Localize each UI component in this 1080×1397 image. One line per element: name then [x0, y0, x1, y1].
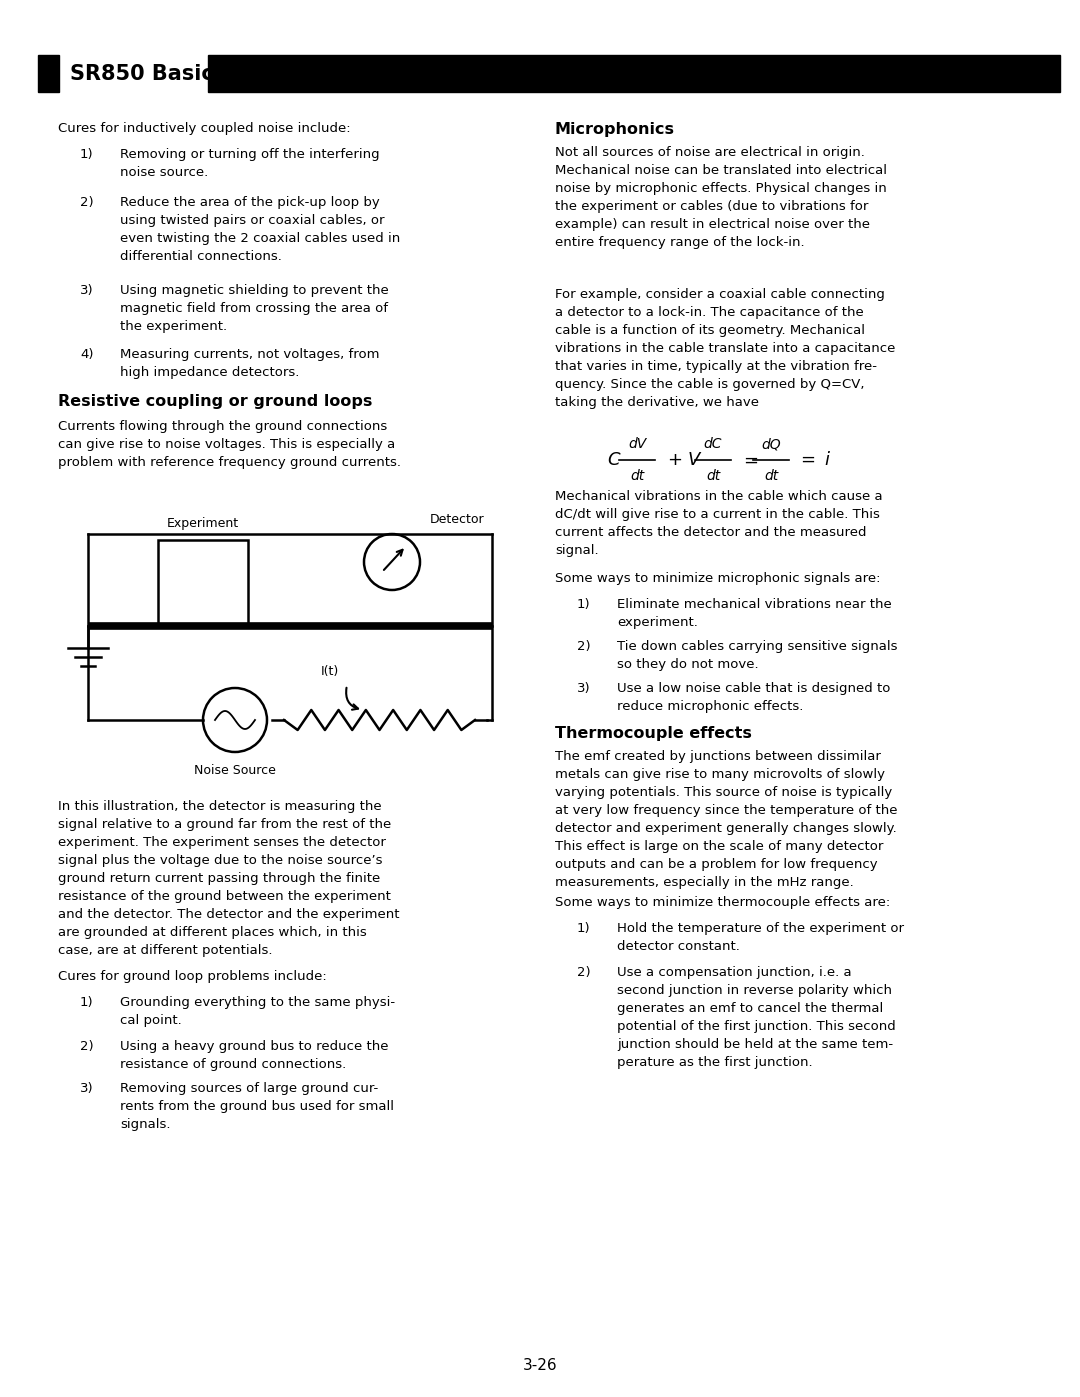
- Text: 1): 1): [80, 996, 94, 1009]
- Text: dt: dt: [706, 469, 720, 483]
- Text: 1): 1): [80, 148, 94, 161]
- Text: Grounding everything to the same physi-
cal point.: Grounding everything to the same physi- …: [120, 996, 395, 1027]
- Text: Experiment: Experiment: [167, 517, 239, 529]
- Text: $+\ V$: $+\ V$: [667, 451, 703, 469]
- Text: $C$: $C$: [607, 451, 621, 469]
- Text: Currents flowing through the ground connections
can give rise to noise voltages.: Currents flowing through the ground conn…: [58, 420, 401, 469]
- Text: 1): 1): [577, 598, 591, 610]
- Text: Noise Source: Noise Source: [194, 764, 275, 777]
- Text: 3): 3): [80, 284, 94, 298]
- Text: The emf created by junctions between dissimilar
metals can give rise to many mic: The emf created by junctions between dis…: [555, 750, 897, 888]
- Text: Removing sources of large ground cur-
rents from the ground bus used for small
s: Removing sources of large ground cur- re…: [120, 1083, 394, 1132]
- Bar: [38, 54, 59, 92]
- Text: Reduce the area of the pick-up loop by
using twisted pairs or coaxial cables, or: Reduce the area of the pick-up loop by u…: [120, 196, 401, 263]
- Text: $=\ i$: $=\ i$: [797, 451, 832, 469]
- Text: 1): 1): [577, 922, 591, 935]
- Text: Removing or turning off the interfering
noise source.: Removing or turning off the interfering …: [120, 148, 380, 179]
- Text: Not all sources of noise are electrical in origin.
Mechanical noise can be trans: Not all sources of noise are electrical …: [555, 147, 887, 249]
- Text: 3-26: 3-26: [523, 1358, 557, 1372]
- Text: dt: dt: [764, 469, 778, 483]
- Text: 2): 2): [80, 1039, 94, 1053]
- Text: For example, consider a coaxial cable connecting
a detector to a lock-in. The ca: For example, consider a coaxial cable co…: [555, 288, 895, 409]
- Text: Measuring currents, not voltages, from
high impedance detectors.: Measuring currents, not voltages, from h…: [120, 348, 379, 379]
- Text: 4): 4): [80, 348, 94, 360]
- Text: 2): 2): [577, 965, 591, 979]
- Text: Thermocouple effects: Thermocouple effects: [555, 726, 752, 740]
- Text: 2): 2): [80, 196, 94, 210]
- Text: Use a low noise cable that is designed to
reduce microphonic effects.: Use a low noise cable that is designed t…: [617, 682, 890, 712]
- Text: dt: dt: [630, 469, 644, 483]
- Text: Detector: Detector: [430, 513, 485, 527]
- Text: Use a compensation junction, i.e. a
second junction in reverse polarity which
ge: Use a compensation junction, i.e. a seco…: [617, 965, 895, 1069]
- Text: dV: dV: [627, 437, 646, 451]
- Text: Using magnetic shielding to prevent the
magnetic field from crossing the area of: Using magnetic shielding to prevent the …: [120, 284, 389, 332]
- Text: In this illustration, the detector is measuring the
signal relative to a ground : In this illustration, the detector is me…: [58, 800, 400, 957]
- Text: Resistive coupling or ground loops: Resistive coupling or ground loops: [58, 394, 373, 409]
- Text: Tie down cables carrying sensitive signals
so they do not move.: Tie down cables carrying sensitive signa…: [617, 640, 897, 671]
- Text: Cures for ground loop problems include:: Cures for ground loop problems include:: [58, 970, 327, 983]
- Text: Microphonics: Microphonics: [555, 122, 675, 137]
- Text: Cures for inductively coupled noise include:: Cures for inductively coupled noise incl…: [58, 122, 351, 136]
- Text: I(t): I(t): [321, 665, 339, 678]
- Text: Mechanical vibrations in the cable which cause a
dC/dt will give rise to a curre: Mechanical vibrations in the cable which…: [555, 490, 882, 557]
- Text: Some ways to minimize thermocouple effects are:: Some ways to minimize thermocouple effec…: [555, 895, 890, 909]
- Bar: [208, 54, 1059, 92]
- Text: 3): 3): [577, 682, 591, 694]
- Bar: [158, 541, 248, 626]
- Text: Hold the temperature of the experiment or
detector constant.: Hold the temperature of the experiment o…: [617, 922, 904, 953]
- Text: 3): 3): [80, 1083, 94, 1095]
- Text: Using a heavy ground bus to reduce the
resistance of ground connections.: Using a heavy ground bus to reduce the r…: [120, 1039, 389, 1071]
- Text: dQ: dQ: [761, 437, 781, 451]
- Text: 2): 2): [577, 640, 591, 652]
- Text: Some ways to minimize microphonic signals are:: Some ways to minimize microphonic signal…: [555, 571, 880, 585]
- Text: SR850 Basics: SR850 Basics: [70, 63, 226, 84]
- Text: dC: dC: [704, 437, 723, 451]
- Text: Eliminate mechanical vibrations near the
experiment.: Eliminate mechanical vibrations near the…: [617, 598, 892, 629]
- Text: $=$: $=$: [740, 451, 758, 469]
